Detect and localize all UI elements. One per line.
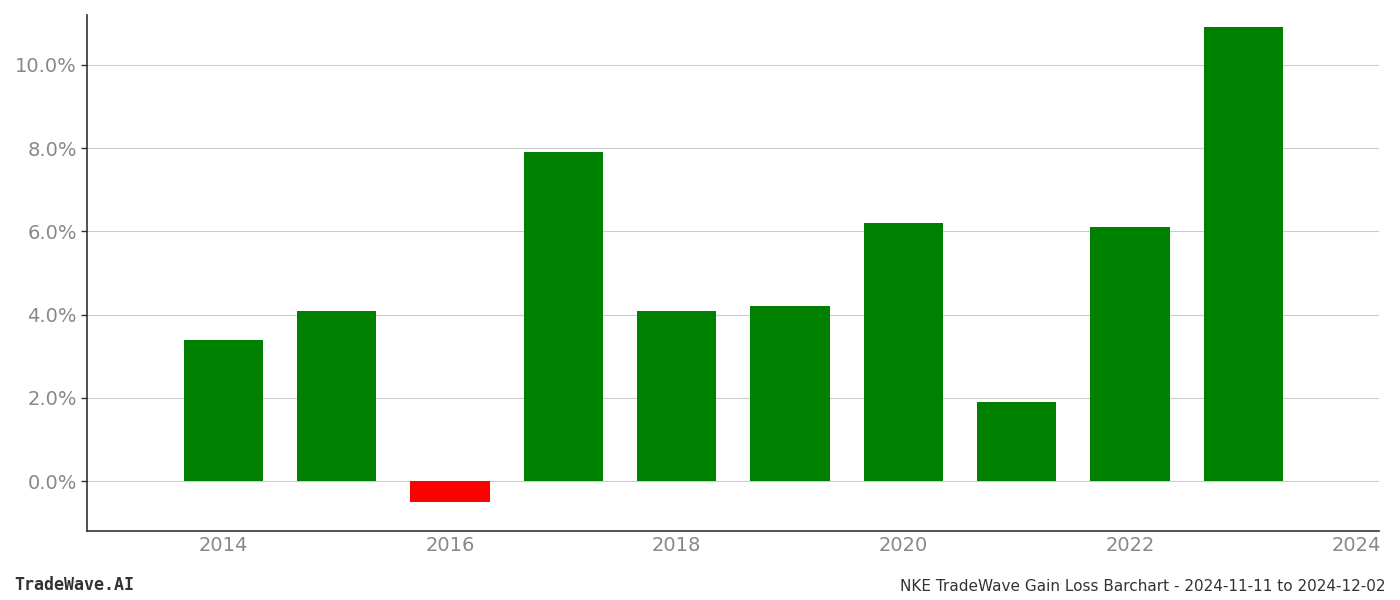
Bar [977, 402, 1057, 481]
Text: TradeWave.AI: TradeWave.AI [14, 576, 134, 594]
Bar [864, 223, 944, 481]
Text: NKE TradeWave Gain Loss Barchart - 2024-11-11 to 2024-12-02: NKE TradeWave Gain Loss Barchart - 2024-… [900, 579, 1386, 594]
Bar [637, 311, 717, 481]
Bar [750, 307, 830, 481]
Bar [1091, 227, 1169, 481]
Bar [297, 311, 377, 481]
Bar [1204, 28, 1282, 481]
Bar [524, 152, 603, 481]
Bar [410, 481, 490, 502]
Bar [183, 340, 263, 481]
